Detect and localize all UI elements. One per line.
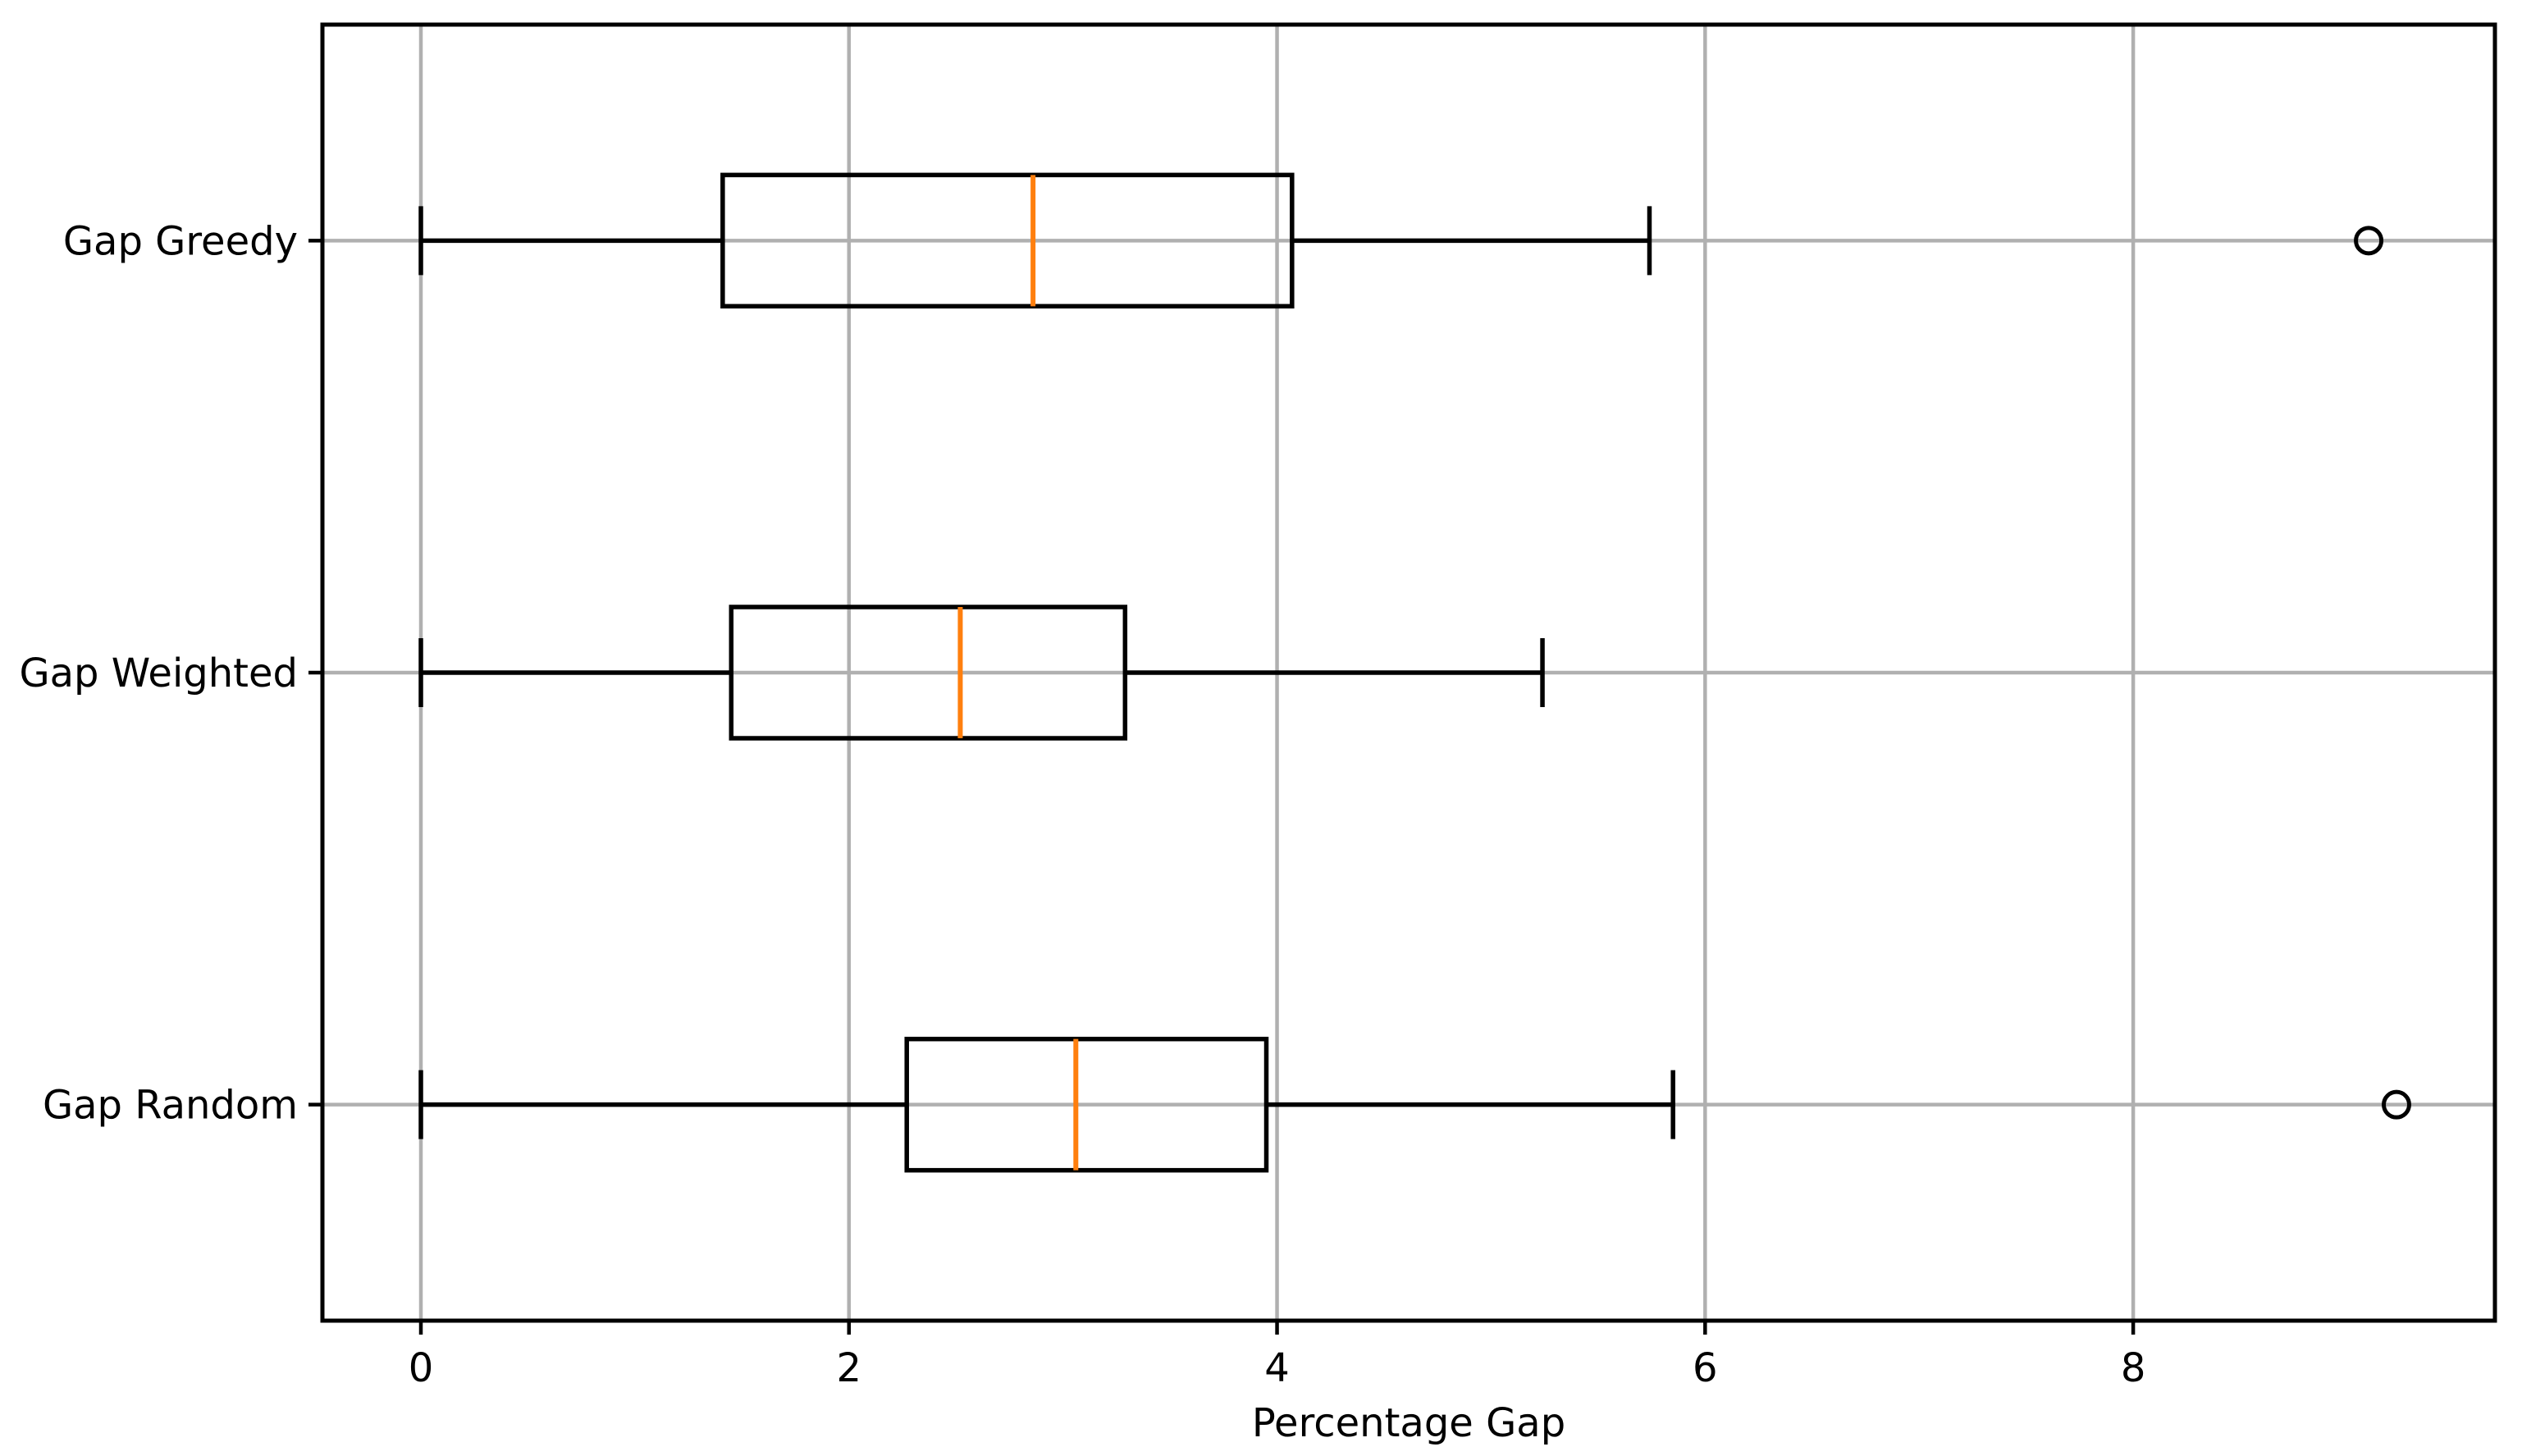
box bbox=[729, 605, 1128, 741]
category-label: Gap Random bbox=[43, 1083, 298, 1129]
plot-border bbox=[320, 22, 2497, 1323]
x-tick-label: 4 bbox=[1264, 1345, 1290, 1391]
box bbox=[904, 1036, 1269, 1173]
x-tick-label: 8 bbox=[2121, 1345, 2146, 1391]
x-tick-label: 2 bbox=[837, 1345, 862, 1391]
outlier-point bbox=[2381, 1089, 2411, 1120]
category-label: Gap Greedy bbox=[63, 218, 298, 264]
x-axis-label: Percentage Gap bbox=[1252, 1400, 1565, 1446]
x-tick-label: 6 bbox=[1693, 1345, 1718, 1391]
category-label: Gap Weighted bbox=[19, 650, 298, 696]
outlier-point bbox=[2354, 226, 2384, 256]
box bbox=[720, 172, 1295, 309]
x-tick-label: 0 bbox=[409, 1345, 434, 1391]
